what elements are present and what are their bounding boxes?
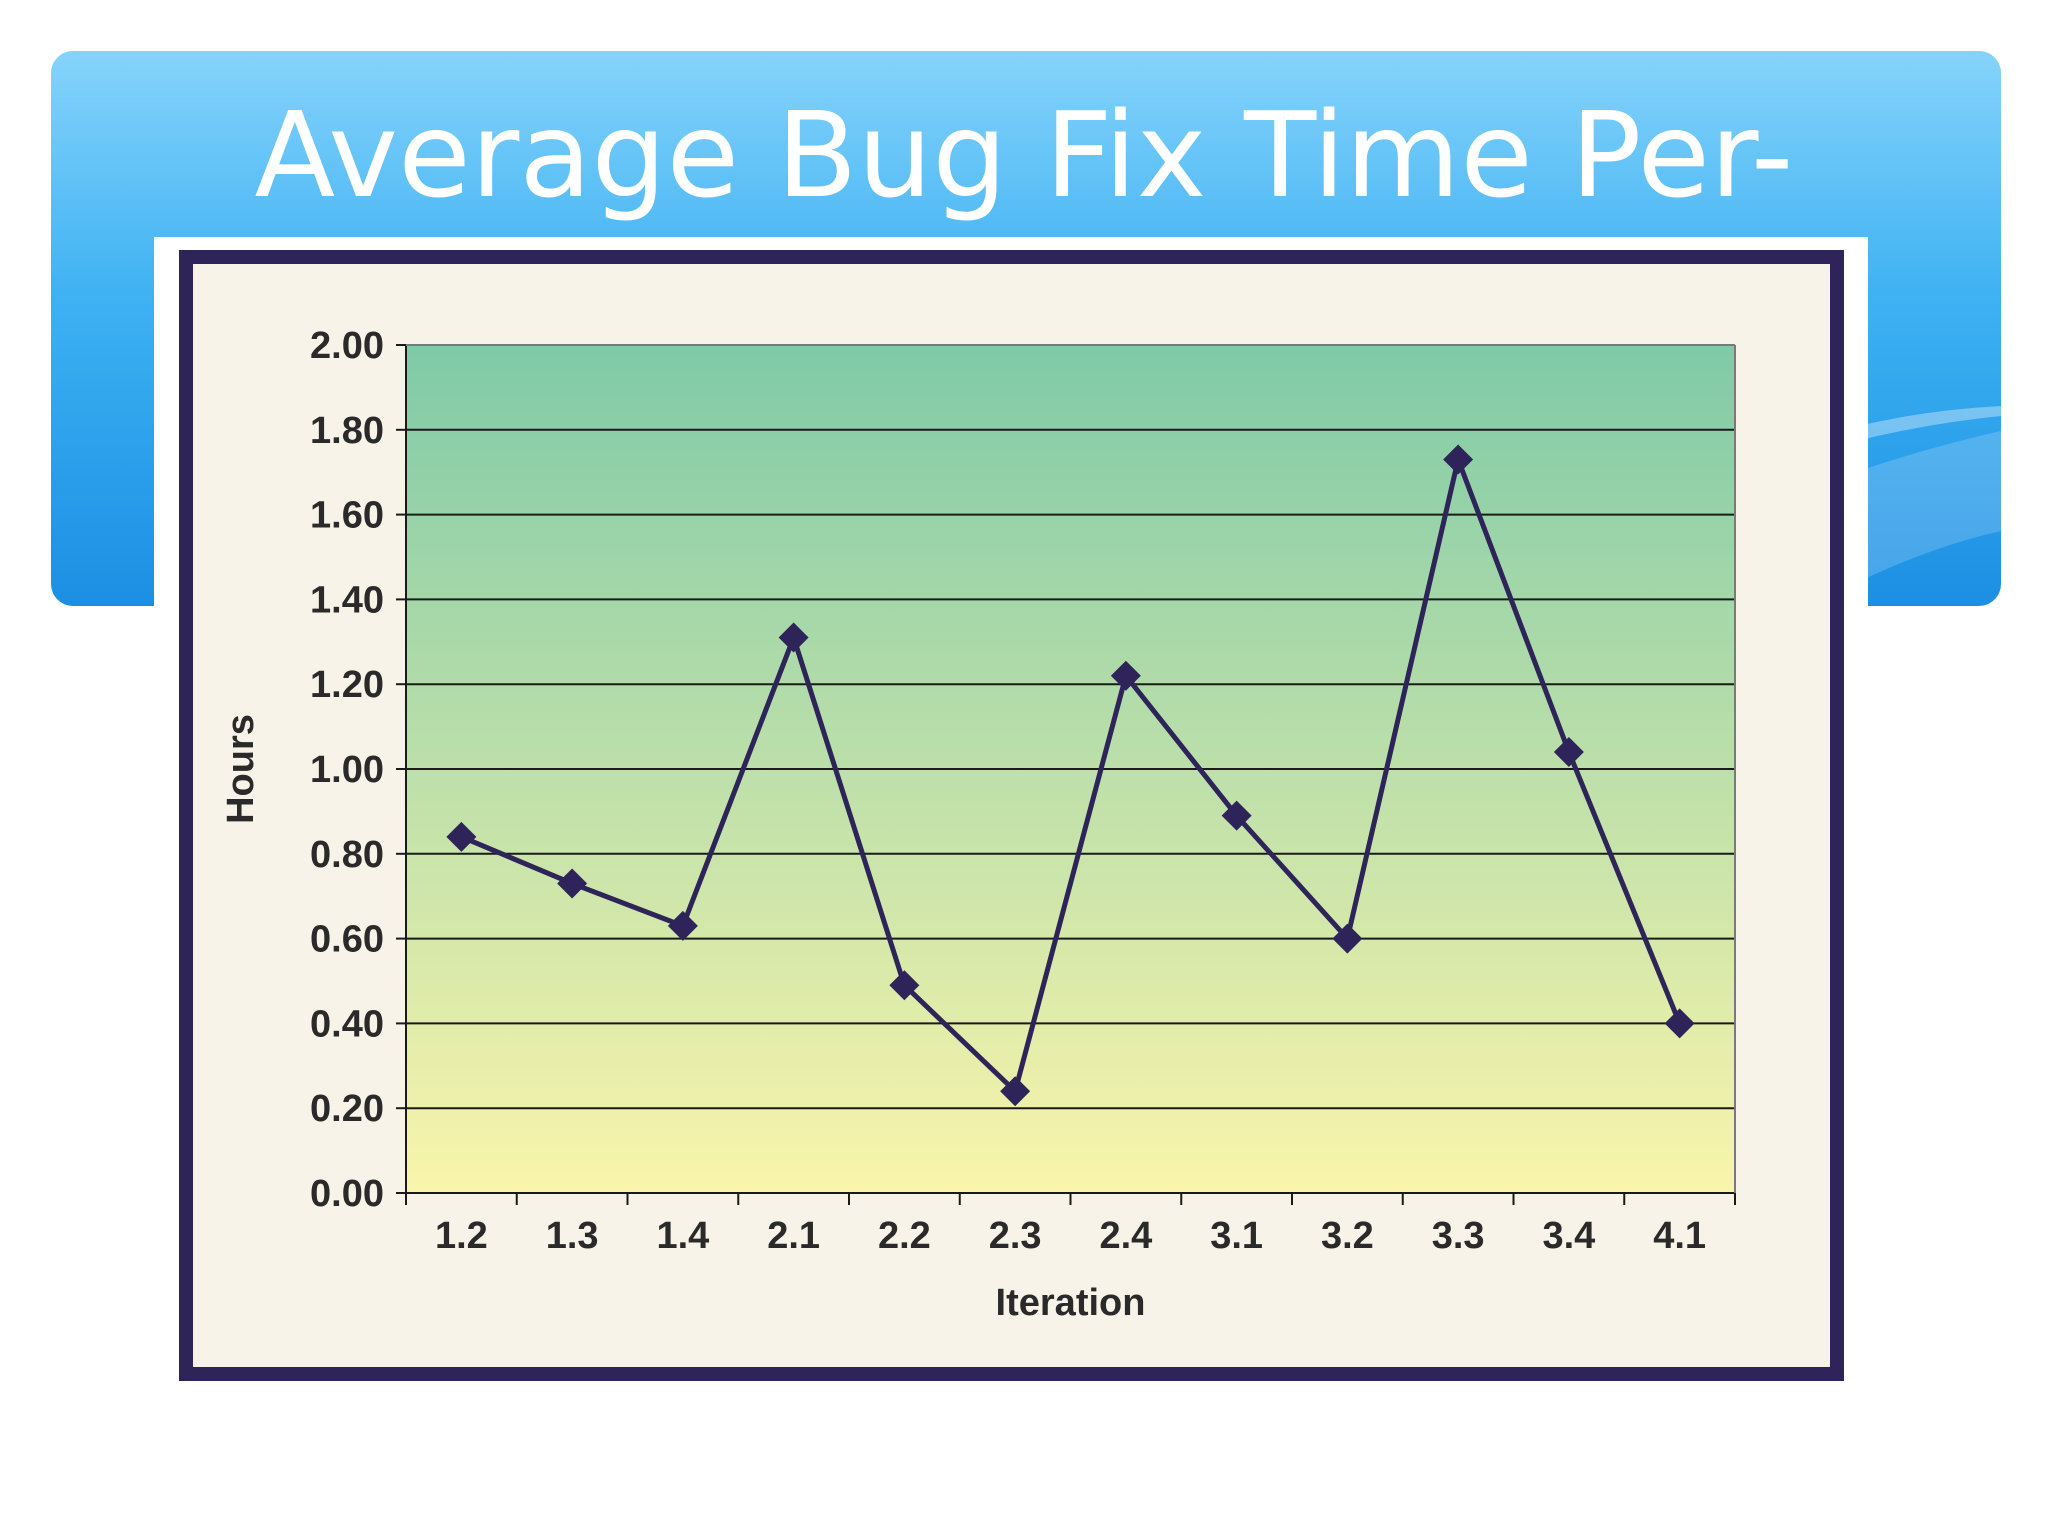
- data-point-marker: [557, 868, 588, 899]
- y-tick-label: 1.60: [310, 495, 384, 537]
- slide-title: Average Bug Fix Time Per-: [254, 86, 1794, 224]
- x-tick-label: 2.1: [767, 1215, 820, 1257]
- y-tick-label: 1.40: [310, 579, 384, 621]
- y-tick-label: 0.80: [310, 834, 384, 876]
- y-tick-label: 2.00: [310, 325, 384, 367]
- x-axis-label: Iteration: [996, 1282, 1146, 1324]
- y-tick-label: 0.40: [310, 1003, 384, 1045]
- y-tick-label: 0.60: [310, 919, 384, 961]
- x-tick-label: 2.4: [1099, 1215, 1152, 1257]
- data-point-marker: [1553, 737, 1584, 768]
- series-line: [460, 456, 1682, 1094]
- y-tick-label: 1.80: [310, 410, 384, 452]
- data-point-marker: [1110, 660, 1141, 691]
- data-point-marker: [1332, 923, 1363, 954]
- line-chart: 0.00 0.20 0.40 0.60 0.80 1.00 1.20 1.40 1.60 1.80…: [220, 325, 1736, 1324]
- x-tick-labels: 1.2 1.3 1.4 2.1 2.2 2.3 2.4 3.1 3.2 3.3 3.4 4.1: [435, 1215, 1706, 1257]
- data-point-marker: [1000, 1076, 1031, 1107]
- x-tick-label: 1.2: [435, 1215, 488, 1257]
- data-point-marker: [667, 910, 698, 941]
- y-tick-label: 1.00: [310, 749, 384, 791]
- y-axis-label: Hours: [220, 714, 262, 824]
- axes: [405, 344, 1736, 1205]
- chart-card: 0.00 0.20 0.40 0.60 0.80 1.00 1.20 1.40 1.60 1.80…: [154, 237, 1868, 1413]
- x-tick-label: 3.1: [1210, 1215, 1263, 1257]
- x-tick-label: 3.4: [1542, 1215, 1595, 1257]
- x-tick-label: 1.4: [656, 1215, 709, 1257]
- data-point-marker: [1221, 800, 1252, 831]
- x-tick-label: 4.1: [1653, 1215, 1706, 1257]
- y-tick-label: 1.20: [310, 664, 384, 706]
- x-tick-label: 1.3: [546, 1215, 599, 1257]
- x-tick-label: 3.3: [1432, 1215, 1485, 1257]
- y-tick-label: 0.00: [310, 1173, 384, 1215]
- y-tick-labels: 0.00 0.20 0.40 0.60 0.80 1.00 1.20 1.40 1.60 1.80…: [310, 325, 384, 1215]
- data-point-marker: [1443, 444, 1474, 475]
- x-tick-label: 2.3: [989, 1215, 1042, 1257]
- data-point-marker: [446, 821, 477, 852]
- chart-frame: 0.00 0.20 0.40 0.60 0.80 1.00 1.20 1.40 1.60 1.80…: [179, 250, 1844, 1381]
- x-tick-label: 2.2: [878, 1215, 931, 1257]
- data-point-marker: [778, 622, 809, 653]
- y-tick-label: 0.20: [310, 1088, 384, 1130]
- x-tick-label: 3.2: [1321, 1215, 1374, 1257]
- data-point-marker: [1664, 1008, 1695, 1039]
- data-point-marker: [889, 970, 920, 1001]
- series-hours: [446, 444, 1695, 1107]
